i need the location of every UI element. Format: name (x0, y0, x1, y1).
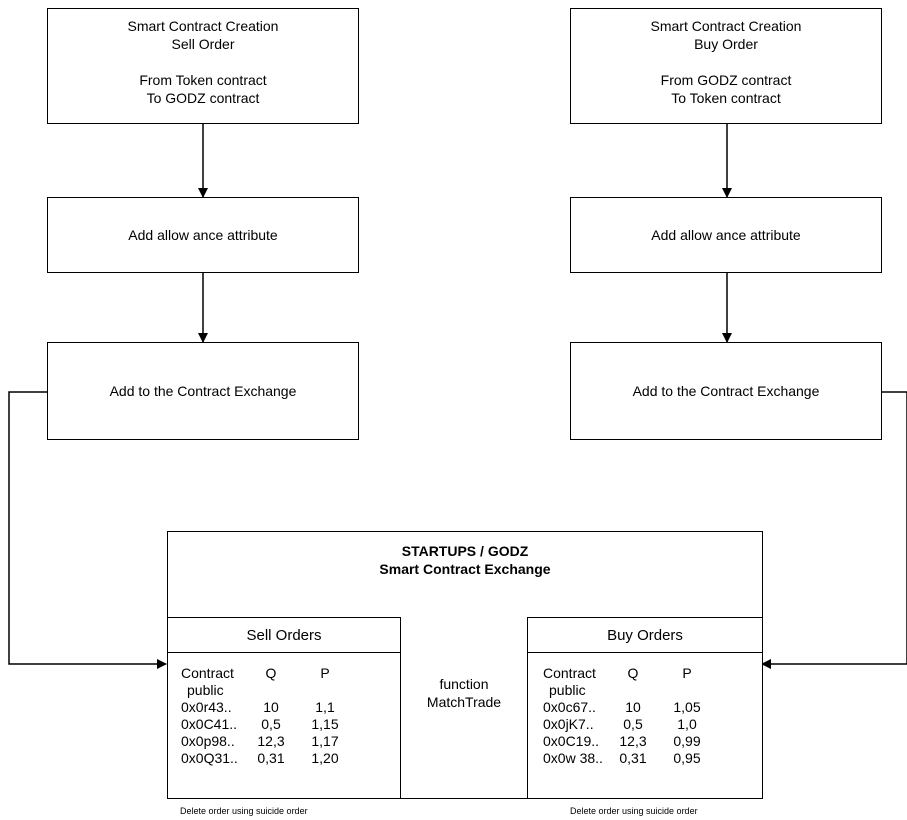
function-keyword: function (439, 676, 489, 692)
arrow-left-exchange-to-sell-orders (8, 391, 167, 669)
buy-creation-line-5: To Token contract (671, 90, 781, 106)
buy-row-p: 1,05 (673, 699, 701, 715)
sell-row-q: 0,5 (261, 716, 281, 732)
buy-orders-header: Buy Orders (528, 618, 762, 653)
sell-row-contract: 0x0Q31.. (181, 750, 238, 766)
sell-row-p: 1,20 (311, 750, 339, 766)
exchange-title-line1: STARTUPS / GODZ (401, 543, 529, 559)
sell-col-q: Q (265, 665, 277, 681)
buy-creation-line-4: From GODZ contract (660, 72, 792, 88)
buy-row: 0x0c67.. 10 1,05 (543, 699, 717, 716)
sell-order-creation-box: Smart Contract Creation Sell Order From … (47, 8, 359, 124)
buy-row-contract: 0x0w 38.. (543, 750, 603, 766)
buy-row-p: 0,95 (673, 750, 701, 766)
buy-row-q: 10 (625, 699, 641, 715)
sell-row: 0x0Q31.. 0,31 1,20 (181, 750, 355, 767)
function-name: MatchTrade (426, 694, 502, 710)
sell-row-q: 10 (263, 699, 279, 715)
sell-allowance-box: Add allow ance attribute (47, 197, 359, 273)
sell-creation-line-1: Smart Contract Creation (127, 18, 279, 34)
sell-col-contract: Contract (181, 665, 234, 681)
sell-row: 0x0r43.. 10 1,1 (181, 699, 355, 716)
buy-creation-line-1: Smart Contract Creation (650, 18, 802, 34)
sell-allowance-label: Add allow ance attribute (128, 227, 278, 243)
buy-col-p: P (682, 665, 692, 681)
sell-orders-header: Sell Orders (168, 618, 400, 653)
buy-allowance-box: Add allow ance attribute (570, 197, 882, 273)
sell-orders-table: Contract Q P public 0x0r43.. 10 1,1 0x0C… (181, 665, 355, 767)
sell-col-p: P (320, 665, 330, 681)
buy-row-p: 1,0 (677, 716, 697, 732)
buy-row-p: 0,99 (673, 733, 701, 749)
buy-row: 0x0w 38.. 0,31 0,95 (543, 750, 717, 767)
buy-table-header: Contract Q P (543, 665, 717, 682)
buy-row-q: 0,31 (619, 750, 647, 766)
buy-col-q: Q (627, 665, 639, 681)
sell-row-q: 12,3 (257, 733, 285, 749)
buy-row-contract: 0x0c67.. (543, 699, 596, 715)
buy-allowance-label: Add allow ance attribute (651, 227, 801, 243)
buy-order-creation-box: Smart Contract Creation Buy Order From G… (570, 8, 882, 124)
sell-creation-line-5: To GODZ contract (146, 90, 260, 106)
sell-exchange-box: Add to the Contract Exchange (47, 342, 359, 440)
buy-row-q: 12,3 (619, 733, 647, 749)
sell-row-contract: 0x0r43.. (181, 699, 232, 715)
sell-creation-line-4: From Token contract (139, 72, 267, 88)
buy-orders-table: Contract Q P public 0x0c67.. 10 1,05 0x0… (543, 665, 717, 767)
arrow-right-exchange-to-buy-orders (761, 391, 907, 669)
buy-exchange-label: Add to the Contract Exchange (632, 383, 820, 399)
buy-row-contract: 0x0jK7.. (543, 716, 594, 732)
sell-row-q: 0,31 (257, 750, 285, 766)
sell-creation-line-2: Sell Order (171, 36, 235, 52)
sell-table-header: Contract Q P (181, 665, 355, 682)
sell-delete-note: Delete order using suicide order (180, 806, 308, 816)
buy-delete-note: Delete order using suicide order (570, 806, 698, 816)
sell-row-contract: 0x0p98.. (181, 733, 235, 749)
sell-row: 0x0C41.. 0,5 1,15 (181, 716, 355, 733)
buy-row: 0x0C19.. 12,3 0,99 (543, 733, 717, 750)
sell-row-contract: 0x0C41.. (181, 716, 238, 732)
buy-row: 0x0jK7.. 0,5 1,0 (543, 716, 717, 733)
sell-row-p: 1,1 (315, 699, 335, 715)
buy-exchange-box: Add to the Contract Exchange (570, 342, 882, 440)
sell-col-contract-sub: public (187, 682, 224, 698)
buy-creation-line-2: Buy Order (694, 36, 758, 52)
sell-row-p: 1,17 (311, 733, 339, 749)
sell-exchange-label: Add to the Contract Exchange (109, 383, 297, 399)
exchange-title-line2: Smart Contract Exchange (379, 561, 551, 577)
buy-orders-panel: Buy Orders Contract Q P public 0x0c67.. … (527, 617, 763, 799)
buy-row-q: 0,5 (623, 716, 643, 732)
buy-col-contract: Contract (543, 665, 596, 681)
sell-row: 0x0p98.. 12,3 1,17 (181, 733, 355, 750)
buy-col-contract-sub: public (549, 682, 586, 698)
sell-row-p: 1,15 (311, 716, 339, 732)
buy-row-contract: 0x0C19.. (543, 733, 600, 749)
sell-orders-panel: Sell Orders Contract Q P public 0x0r43..… (167, 617, 401, 799)
match-trade-function: function MatchTrade (400, 675, 528, 711)
